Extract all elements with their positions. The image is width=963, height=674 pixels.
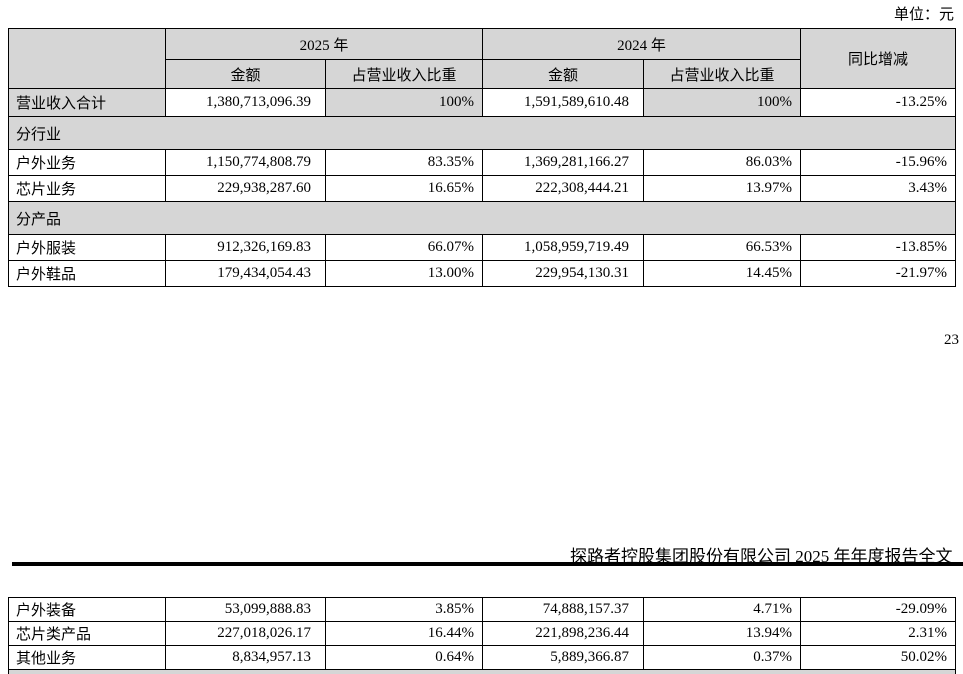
page-number: 23 [944,332,959,348]
table-row: 户外业务 1,150,774,808.79 83.35% 1,369,281,166.… [8,149,957,176]
share-2024: 13.97% [643,175,802,202]
table-row: 户外鞋品 179,434,054.43 13.00% 229,954,130.31 14… [8,260,957,287]
section-label: 分产品 [7,201,957,235]
amount-2025: 227,018,026.17 [165,621,326,646]
share-2025: 66.07% [324,234,484,261]
section-label: 分行业 [7,116,957,150]
next-row-partial-cell [8,669,956,674]
amount-2024: 229,954,130.31 [482,260,645,287]
amount-2025: 53,099,888.83 [165,597,326,622]
yoy-change: -21.97% [800,260,957,287]
row-label: 户外服装 [8,234,166,261]
col-header-year-2024: 2024 年 [482,28,802,60]
page-divider-line [12,562,963,566]
row-label: 芯片业务 [8,175,166,202]
table-row: 营业收入合计 1,380,713,096.39 100% 1,591,589,610.… [8,88,957,117]
row-label: 营业收入合计 [8,88,166,117]
row-label: 户外鞋品 [8,260,166,287]
row-label: 户外业务 [8,149,166,176]
amount-2025: 229,938,287.60 [165,175,326,202]
share-2025: 13.00% [324,260,484,287]
yoy-change: -29.09% [800,597,956,622]
share-2024: 66.53% [643,234,802,261]
col-header-share-2024: 占营业收入比重 [643,59,802,89]
yoy-change: 50.02% [800,645,956,670]
revenue-breakdown-table-continued: 户外装备 53,099,888.83 3.85% 74,888,157.37 4.71%… [8,597,956,674]
row-label: 芯片类产品 [8,621,166,646]
col-header-share-2025: 占营业收入比重 [324,59,484,89]
amount-2024: 5,889,366.87 [482,645,644,670]
share-2025: 16.44% [325,621,483,646]
yoy-change: -15.96% [800,149,957,176]
share-2025: 100% [324,88,484,117]
share-2024: 0.37% [643,645,801,670]
share-2024: 100% [643,88,802,117]
yoy-change: 3.43% [800,175,957,202]
next-row-partial [8,669,956,674]
table-row: 芯片业务 229,938,287.60 16.65% 222,308,444.21 13… [8,175,957,202]
amount-2025: 912,326,169.83 [165,234,326,261]
amount-2024: 221,898,236.44 [482,621,644,646]
corner-cell [8,28,166,89]
row-label: 户外装备 [8,597,166,622]
amount-2024: 222,308,444.21 [482,175,645,202]
header-row-years: 2025 年 2024 年 同比增减 [8,28,957,89]
amount-2024: 1,591,589,610.48 [482,88,645,117]
yoy-change: 2.31% [800,621,956,646]
amount-2024: 1,369,281,166.27 [482,149,645,176]
amount-2024: 74,888,157.37 [482,597,644,622]
table-row: 户外装备 53,099,888.83 3.85% 74,888,157.37 4.71%… [8,597,956,622]
amount-2024: 1,058,959,719.49 [482,234,645,261]
yoy-change: -13.85% [800,234,957,261]
table-row: 芯片类产品 227,018,026.17 16.44% 221,898,236.44 1… [8,621,956,646]
share-2024: 13.94% [643,621,801,646]
report-header-title: 探路者控股集团股份有限公司 2025 年年度报告全文 [570,547,953,566]
share-2024: 4.71% [643,597,801,622]
share-2025: 83.35% [324,149,484,176]
col-header-amount-2024: 金额 [482,59,645,89]
col-header-yoy: 同比增减 [800,28,957,89]
share-2024: 86.03% [643,149,802,176]
col-header-amount-2025: 金额 [165,59,326,89]
share-2024: 14.45% [643,260,802,287]
header-row-metrics: 金额 占营业收入比重 金额 占营业收入比重 [9,59,956,89]
col-header-year-2025: 2025 年 [164,28,484,60]
amount-2025: 179,434,054.43 [165,260,326,287]
yoy-change: -13.25% [800,88,957,117]
unit-label: 单位：元 [893,7,954,23]
amount-2025: 1,380,713,096.39 [165,88,326,117]
section-row: 分行业 [7,116,957,150]
row-label: 其他业务 [8,645,166,670]
section-row: 分产品 [7,201,957,235]
share-2025: 0.64% [325,645,483,670]
amount-2025: 1,150,774,808.79 [165,149,326,176]
share-2025: 16.65% [324,175,484,202]
share-2025: 3.85% [325,597,483,622]
table-row: 户外服装 912,326,169.83 66.07% 1,058,959,719.49… [8,234,957,261]
revenue-breakdown-table: 2025 年 2024 年 同比增减 金额 占营业收入比重 金额 占营业收入比重… [7,28,957,287]
amount-2025: 8,834,957.13 [165,645,326,670]
table-row: 其他业务 8,834,957.13 0.64% 5,889,366.87 0.37% 50… [8,645,956,670]
